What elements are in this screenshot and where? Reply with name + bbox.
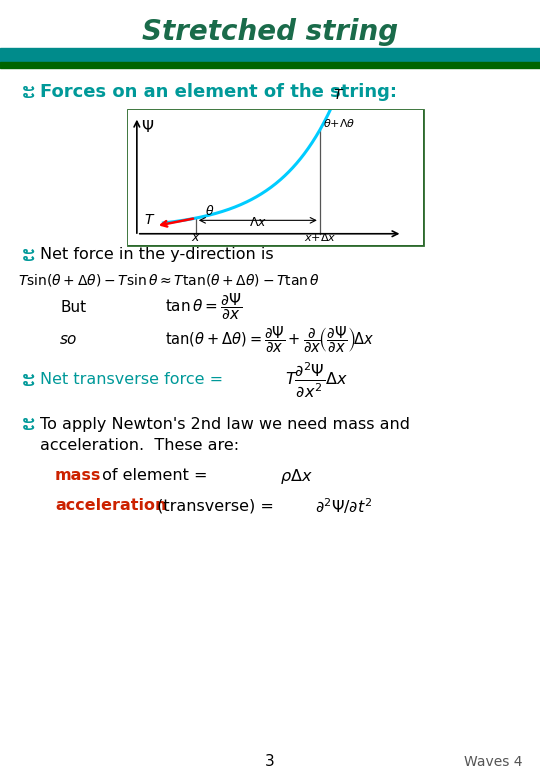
Text: ະ: ະ	[22, 82, 35, 102]
Text: ະ: ະ	[22, 370, 35, 390]
Text: But: But	[60, 300, 86, 314]
Text: Waves 4: Waves 4	[463, 755, 522, 769]
Text: $T\sin(\theta+\Delta\theta)-T\sin\theta \approx T\tan(\theta+\Delta\theta)-T\tan: $T\sin(\theta+\Delta\theta)-T\sin\theta …	[18, 272, 320, 288]
Text: $T$: $T$	[144, 213, 156, 227]
Text: $\Psi$: $\Psi$	[141, 119, 154, 135]
Text: ະ: ະ	[22, 414, 35, 434]
Text: Forces on an element of the string:: Forces on an element of the string:	[40, 83, 397, 101]
Text: so: so	[60, 332, 77, 348]
Text: $T\dfrac{\partial^2\Psi}{\partial x^2}\Delta x$: $T\dfrac{\partial^2\Psi}{\partial x^2}\D…	[285, 361, 348, 399]
Text: $\rho\Delta x$: $\rho\Delta x$	[280, 466, 313, 485]
Text: mass: mass	[55, 469, 102, 484]
Text: Stretched string: Stretched string	[142, 18, 398, 46]
Text: 3: 3	[265, 754, 275, 770]
Text: To apply Newton's 2nd law we need mass and: To apply Newton's 2nd law we need mass a…	[40, 417, 410, 431]
Text: Net transverse force =: Net transverse force =	[40, 373, 223, 388]
Text: $x$: $x$	[191, 231, 201, 244]
Text: $\tan(\theta+\Delta\theta) = \dfrac{\partial\Psi}{\partial x} + \dfrac{\partial}: $\tan(\theta+\Delta\theta) = \dfrac{\par…	[165, 324, 374, 355]
Text: $\theta$: $\theta$	[205, 204, 214, 218]
Text: $\tan\theta = \dfrac{\partial\Psi}{\partial x}$: $\tan\theta = \dfrac{\partial\Psi}{\part…	[165, 292, 242, 322]
Text: (transverse) =: (transverse) =	[152, 498, 279, 513]
Text: of element =: of element =	[97, 469, 213, 484]
Bar	[0, 62, 540, 68]
Text: $\Lambda x$: $\Lambda x$	[249, 216, 267, 229]
Bar	[128, 110, 423, 245]
Text: ະ: ະ	[22, 245, 35, 265]
Text: acceleration: acceleration	[55, 498, 166, 513]
Text: $T$: $T$	[333, 88, 345, 102]
Text: $x{+}\Delta x$: $x{+}\Delta x$	[303, 231, 336, 243]
Text: $\partial^2\Psi/\partial t^2$: $\partial^2\Psi/\partial t^2$	[315, 496, 373, 516]
Text: Net force in the y-direction is: Net force in the y-direction is	[40, 247, 274, 263]
Text: acceleration.  These are:: acceleration. These are:	[40, 438, 239, 453]
Bar	[0, 48, 540, 62]
Text: $\theta{+}\Lambda\theta$: $\theta{+}\Lambda\theta$	[323, 117, 356, 129]
